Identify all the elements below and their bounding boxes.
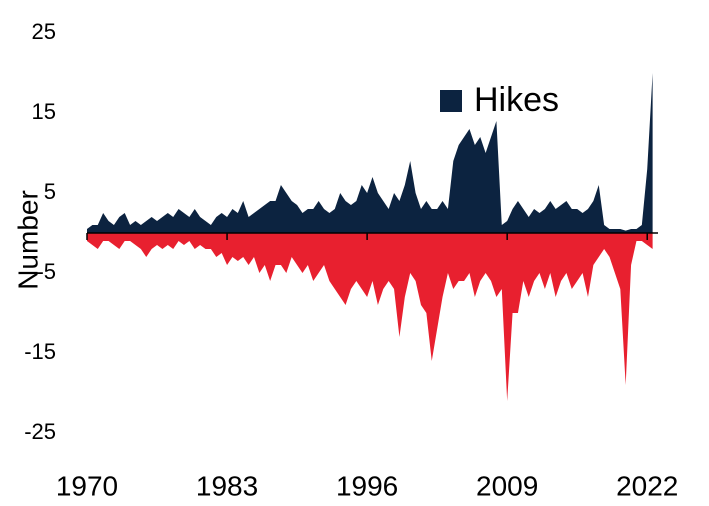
legend-swatch [440,90,462,112]
area [87,73,653,233]
x-tick-label: 1970 [56,470,118,501]
y-tick-label: 15 [32,99,56,124]
legend-label: Hikes [474,81,559,119]
x-tick-label: 1996 [336,470,398,501]
x-tick-label: 1983 [196,470,258,501]
y-tick-label: -25 [24,419,56,444]
x-tick-label: 2009 [476,470,538,501]
x-tick-label: 2022 [616,470,678,501]
area [87,233,653,401]
y-tick-label: 5 [44,179,56,204]
y-tick-label: -15 [24,339,56,364]
y-tick-label: -5 [36,259,56,284]
y-axis-label: Number [12,190,43,290]
y-tick-label: 25 [32,19,56,44]
